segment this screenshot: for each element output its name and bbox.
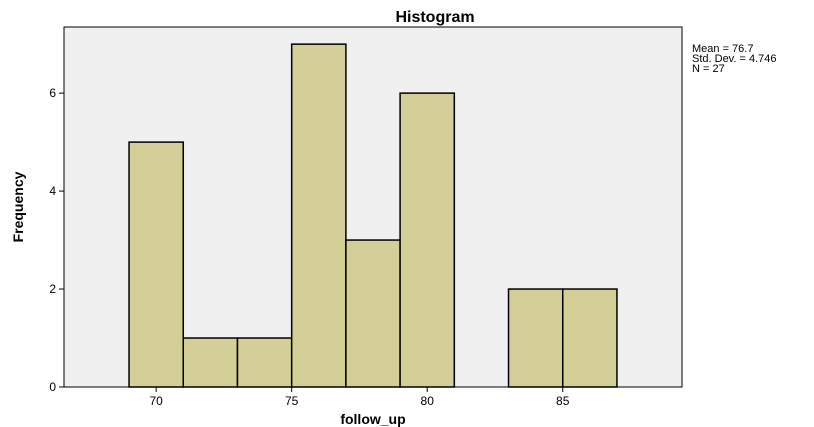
histogram-bar-77-79 <box>345 239 401 388</box>
y-tick-label-4: 4 <box>49 184 56 198</box>
stat-mean: Mean = 76.7 <box>692 43 754 55</box>
histogram-bar-69-71 <box>128 141 185 388</box>
x-tick-label-85: 85 <box>556 394 570 408</box>
histogram-bar-71-73 <box>182 337 239 388</box>
stat-n: N = 27 <box>692 63 725 75</box>
histogram-bar-75-77 <box>290 43 347 388</box>
x-tick-label-80: 80 <box>421 394 435 408</box>
histogram-bar-73-75 <box>236 337 293 388</box>
histogram-bar-79-81 <box>399 92 456 388</box>
x-tick-label-70: 70 <box>149 394 163 408</box>
stats-box: Mean = 76.7 Std. Dev. = 4.746 N = 27 <box>692 43 777 75</box>
histogram-bar-85-87 <box>561 288 618 388</box>
y-tick-label-6: 6 <box>49 86 56 100</box>
stat-std-dev: Std. Dev. = 4.746 <box>692 53 777 65</box>
x-tick-label-75: 75 <box>285 394 299 408</box>
y-tick-label-0: 0 <box>49 380 56 394</box>
histogram-bar-83-85 <box>507 288 564 388</box>
x-axis-label: follow_up <box>340 411 405 427</box>
y-axis-label: Frequency <box>10 171 26 242</box>
chart-title: Histogram <box>395 9 474 26</box>
y-tick-label-2: 2 <box>49 282 56 296</box>
